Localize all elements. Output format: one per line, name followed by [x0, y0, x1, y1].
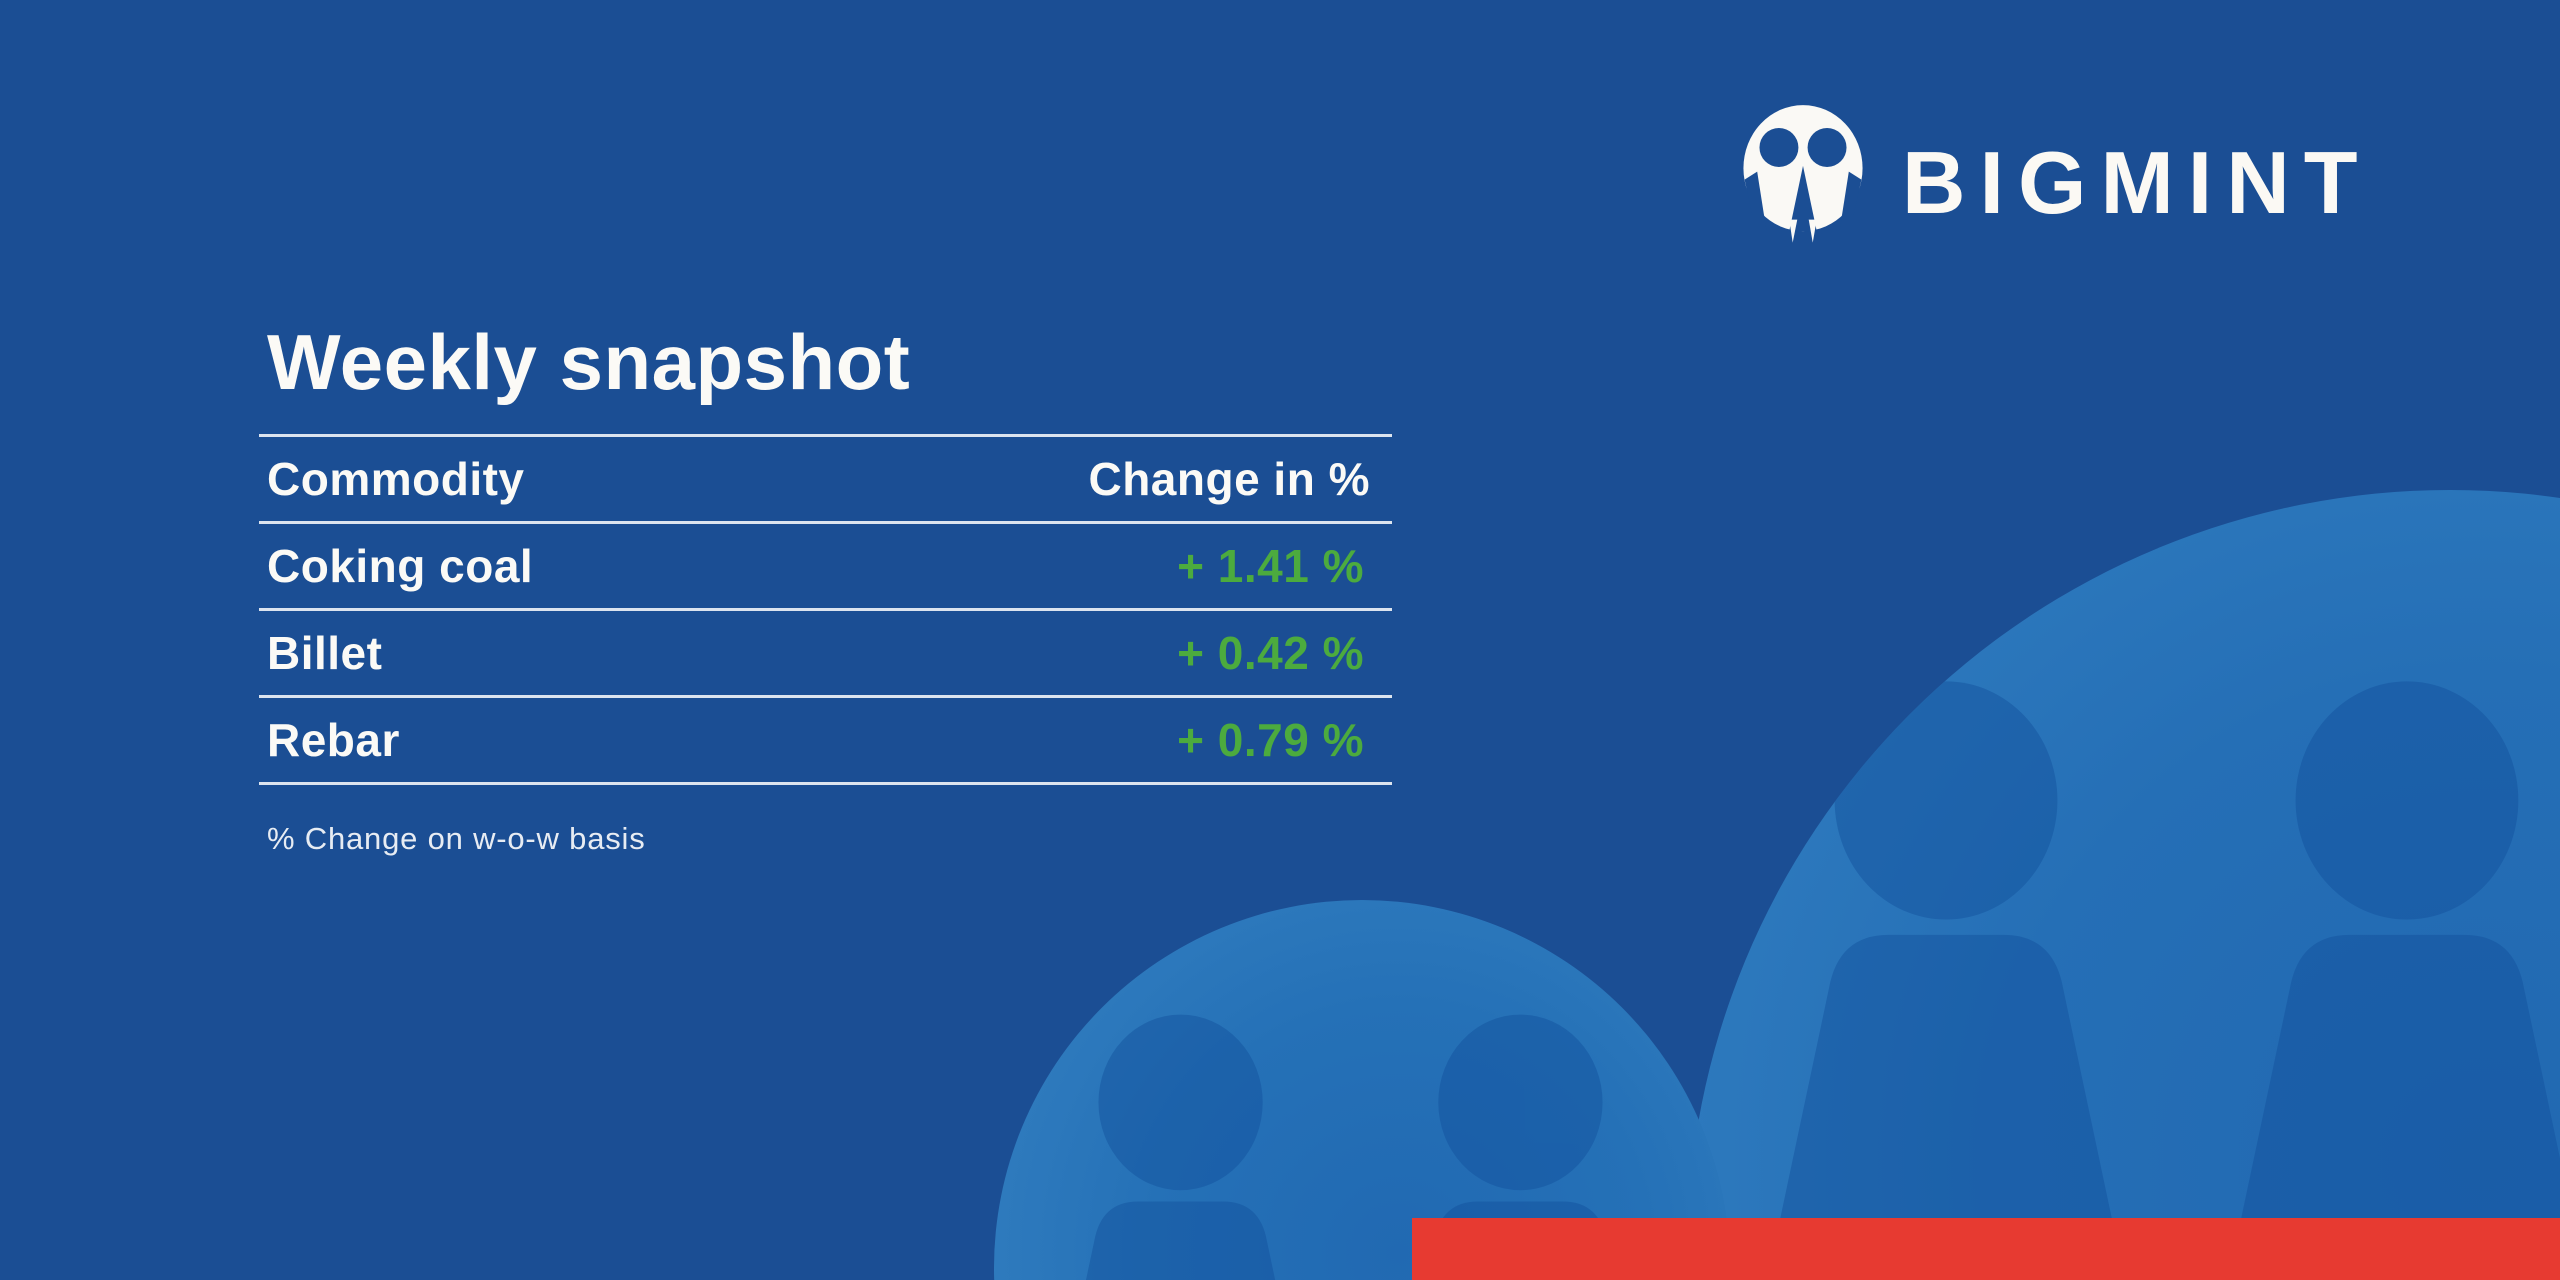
change-value: + 0.79 % — [1177, 713, 1364, 766]
brand-logo: BIGMINT — [1740, 100, 2372, 250]
mascot-watermark-icon — [1759, 681, 2560, 1280]
accent-red-bar — [1412, 1218, 2560, 1280]
change-value: + 0.42 % — [1177, 626, 1364, 679]
page-title: Weekly snapshot — [267, 318, 911, 406]
change-value: + 1.41 % — [1177, 539, 1364, 592]
column-header-commodity: Commodity — [267, 452, 525, 505]
table-row: Billet + 0.42 % — [259, 611, 1392, 698]
commodity-name: Rebar — [267, 713, 400, 766]
table-header-row: Commodity Change in % — [259, 437, 1392, 524]
table-row: Coking coal + 1.41 % — [259, 524, 1392, 611]
footnote: % Change on w-o-w basis — [267, 820, 646, 856]
brand-name: BIGMINT — [1902, 133, 2372, 232]
bigmint-mascot-icon — [1743, 105, 1863, 243]
weekly-snapshot-panel: Weekly snapshot Commodity Change in % Co… — [259, 318, 1392, 857]
commodity-name: Coking coal — [267, 539, 534, 592]
snapshot-table: Commodity Change in % Coking coal + 1.41… — [259, 433, 1392, 785]
column-header-change: Change in % — [1088, 452, 1370, 505]
decorative-sphere-large — [1687, 490, 2560, 1280]
commodity-name: Billet — [267, 626, 383, 679]
table-row: Rebar + 0.79 % — [259, 698, 1392, 785]
